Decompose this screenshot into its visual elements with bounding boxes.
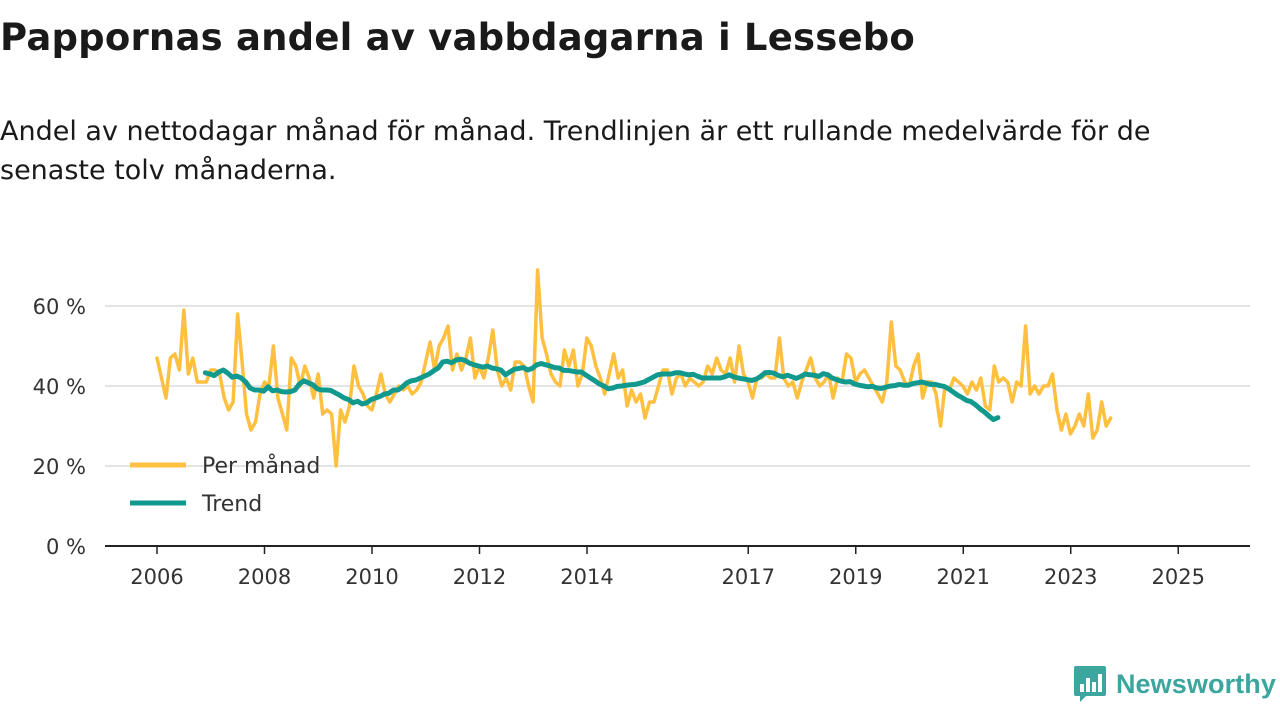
y-axis: 0 % 20 % 40 % 60 %: [33, 295, 86, 559]
x-tick-label: 2023: [1044, 565, 1097, 589]
legend-label: Trend: [201, 492, 262, 517]
x-tick-label: 2021: [937, 565, 990, 589]
x-tick-label: 2014: [560, 565, 613, 589]
x-tick-label: 2008: [238, 565, 291, 589]
y-tick-label: 20 %: [33, 455, 86, 479]
x-tick-label: 2019: [829, 565, 882, 589]
x-tick-label: 2006: [130, 565, 183, 589]
chart-title: Pappornas andel av vabbdagarna i Lessebo: [0, 16, 916, 59]
legend-label: Per månad: [202, 453, 320, 479]
newsworthy-logo-icon: [1073, 666, 1106, 702]
x-tick-label: 2025: [1152, 565, 1205, 589]
legend: Per månad Trend: [130, 453, 320, 517]
series-lines: [155, 268, 1113, 468]
x-tick-label: 2010: [345, 565, 398, 589]
series-line-trend: [202, 356, 1001, 423]
x-tick-label: 2017: [722, 565, 775, 589]
x-axis: 2006 2008 2010 2012 2014 2017 2019 2021 2023 2025: [105, 545, 1250, 589]
x-tick-label: 2012: [453, 565, 506, 589]
y-tick-label: 60 %: [33, 295, 86, 319]
newsworthy-brand: Newsworthy: [1072, 664, 1276, 704]
series-line-per-manad: [155, 268, 1113, 468]
y-tick-label: 0 %: [46, 535, 86, 559]
chart-subtitle: Andel av nettodagar månad för månad. Tre…: [0, 116, 1151, 186]
brand-name: Newsworthy: [1115, 668, 1276, 699]
y-tick-label: 40 %: [33, 375, 86, 399]
